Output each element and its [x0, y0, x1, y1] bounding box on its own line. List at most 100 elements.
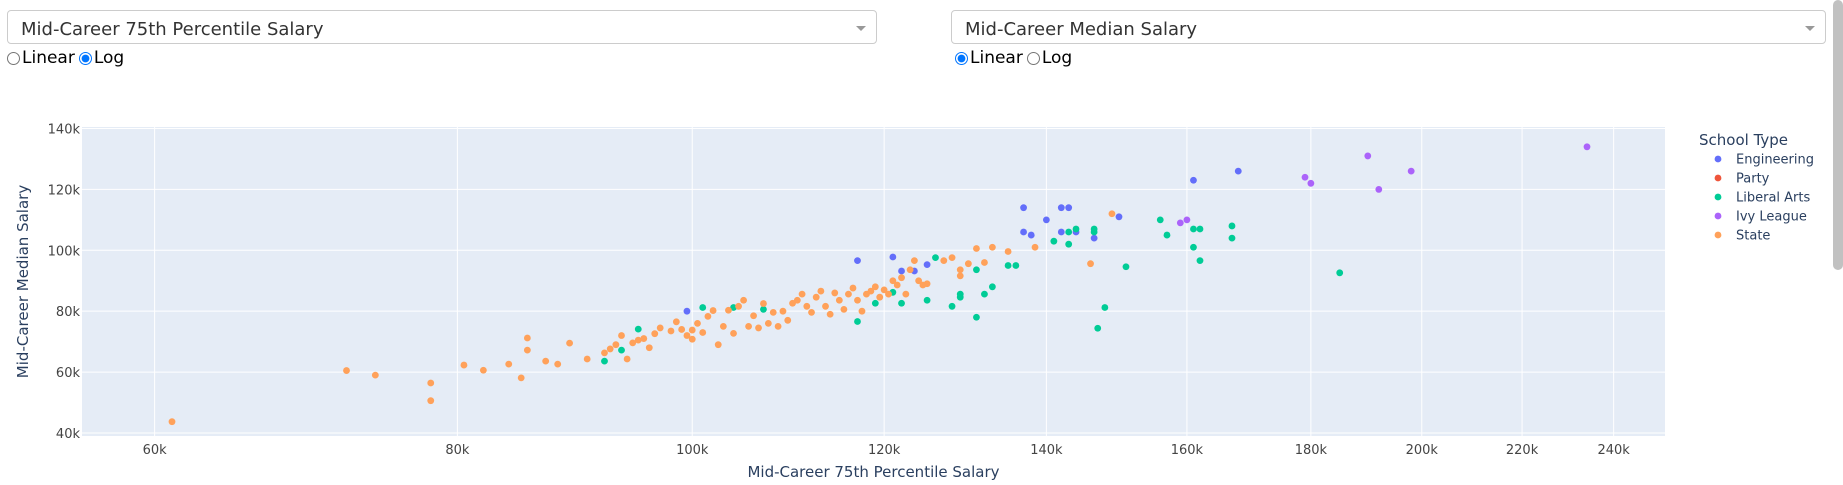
data-point[interactable] [845, 290, 852, 298]
data-point[interactable] [640, 335, 648, 342]
data-point[interactable] [583, 355, 591, 363]
y-scale-log-option[interactable]: Log [1026, 48, 1072, 68]
data-point[interactable] [1101, 304, 1109, 311]
data-point[interactable] [371, 371, 379, 379]
data-point[interactable] [769, 309, 777, 316]
data-point[interactable] [634, 336, 642, 344]
legend-item-label[interactable]: Liberal Arts [1736, 191, 1810, 206]
data-point[interactable] [948, 302, 956, 310]
data-point[interactable] [1336, 269, 1344, 277]
data-point[interactable] [889, 277, 897, 285]
data-point[interactable] [876, 293, 884, 301]
data-point[interactable] [719, 323, 727, 330]
data-point[interactable] [168, 418, 176, 426]
data-point[interactable] [427, 379, 435, 387]
data-point[interactable] [1190, 243, 1197, 251]
data-point[interactable] [981, 259, 988, 266]
data-point[interactable] [812, 293, 820, 301]
data-point[interactable] [688, 335, 696, 343]
data-point[interactable] [940, 257, 948, 265]
data-point[interactable] [612, 341, 620, 349]
y-scale-linear-radio[interactable] [955, 51, 968, 65]
data-point[interactable] [822, 302, 829, 310]
data-point[interactable] [808, 309, 815, 316]
data-point[interactable] [606, 345, 614, 353]
data-point[interactable] [854, 257, 861, 265]
legend-item-label[interactable]: Ivy League [1736, 210, 1807, 225]
data-point[interactable] [889, 253, 897, 261]
data-point[interactable] [923, 280, 931, 288]
data-point[interactable] [1190, 176, 1197, 184]
data-point[interactable] [1583, 143, 1591, 151]
data-point[interactable] [988, 243, 996, 251]
data-point[interactable] [1042, 216, 1050, 224]
data-point[interactable] [730, 330, 737, 337]
data-point[interactable] [694, 319, 701, 327]
data-point[interactable] [618, 346, 625, 354]
data-point[interactable] [618, 332, 625, 339]
x-scale-linear-option[interactable]: Linear [7, 48, 75, 68]
data-point[interactable] [760, 305, 767, 313]
data-point[interactable] [634, 325, 642, 333]
data-point[interactable] [948, 254, 956, 262]
data-point[interactable] [517, 374, 525, 382]
data-point[interactable] [688, 326, 696, 334]
data-point[interactable] [542, 357, 550, 365]
data-point[interactable] [932, 254, 939, 262]
data-point[interactable] [1228, 222, 1236, 230]
data-point[interactable] [835, 296, 843, 304]
data-point[interactable] [725, 306, 732, 314]
data-point[interactable] [923, 261, 931, 269]
data-point[interactable] [566, 339, 573, 347]
data-point[interactable] [460, 361, 468, 369]
data-point[interactable] [1183, 216, 1191, 224]
page-scrollbar[interactable] [1833, 0, 1843, 270]
x-axis-dropdown[interactable]: Mid-Career 75th Percentile Salary [7, 10, 877, 44]
data-point[interactable] [880, 286, 888, 294]
data-point[interactable] [1020, 228, 1027, 236]
data-point[interactable] [1004, 262, 1012, 269]
data-point[interactable] [1228, 234, 1236, 242]
data-point[interactable] [898, 267, 905, 275]
data-point[interactable] [1050, 237, 1058, 245]
data-point[interactable] [714, 341, 722, 349]
data-point[interactable] [981, 290, 988, 298]
data-point[interactable] [479, 366, 487, 374]
data-point[interactable] [910, 257, 918, 265]
data-point[interactable] [1156, 216, 1164, 224]
data-point[interactable] [343, 367, 350, 374]
data-point[interactable] [779, 307, 787, 315]
data-point[interactable] [1307, 179, 1315, 187]
data-point[interactable] [764, 319, 772, 327]
data-point[interactable] [956, 266, 964, 274]
data-point[interactable] [523, 334, 531, 342]
data-point[interactable] [849, 284, 857, 292]
data-point[interactable] [427, 397, 435, 405]
data-point[interactable] [678, 326, 686, 333]
data-point[interactable] [1190, 225, 1197, 233]
data-point[interactable] [906, 266, 914, 274]
data-point[interactable] [871, 283, 879, 291]
data-point[interactable] [826, 310, 834, 318]
data-point[interactable] [831, 289, 839, 297]
data-point[interactable] [683, 332, 691, 339]
x-scale-log-option[interactable]: Log [78, 48, 124, 68]
data-point[interactable] [1163, 231, 1171, 239]
x-scale-log-radio[interactable] [78, 51, 92, 65]
data-point[interactable] [1115, 213, 1123, 221]
data-point[interactable] [1020, 204, 1027, 212]
data-point[interactable] [1301, 173, 1309, 181]
legend-item-label[interactable]: Engineering [1736, 153, 1814, 168]
data-point[interactable] [1122, 263, 1130, 271]
data-point[interactable] [1407, 167, 1415, 175]
data-point[interactable] [1196, 257, 1204, 265]
x-scale-linear-radio[interactable] [7, 51, 20, 65]
data-point[interactable] [898, 299, 905, 307]
data-point[interactable] [601, 357, 608, 365]
data-point[interactable] [699, 304, 707, 311]
data-point[interactable] [1065, 240, 1073, 248]
data-point[interactable] [1090, 234, 1098, 242]
data-point[interactable] [1090, 225, 1098, 233]
data-point[interactable] [774, 323, 782, 330]
data-point[interactable] [893, 281, 901, 289]
